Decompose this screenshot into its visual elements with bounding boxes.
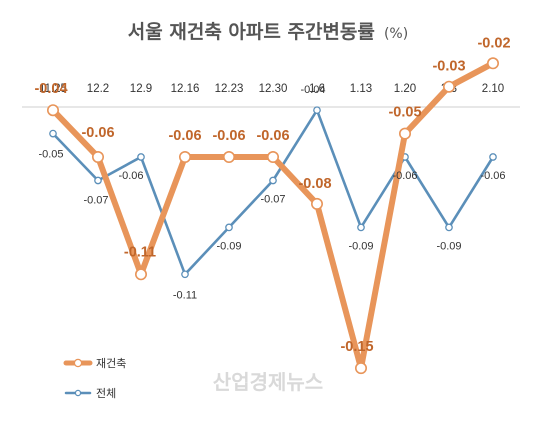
data-label-reconstruction: -0.02 (477, 35, 510, 51)
data-point (445, 223, 453, 232)
data-label-total: -0.07 (83, 195, 108, 207)
data-label-reconstruction: -0.06 (212, 128, 245, 144)
data-label-reconstruction: -0.04 (34, 81, 67, 97)
x-axis-ticks: 11.25 12.2 12.9 12.16 12.23 12.30 1.6 1.13 1.20 2… (39, 83, 504, 95)
data-point (92, 151, 105, 164)
data-point (137, 153, 145, 161)
data-label-reconstruction: -0.06 (81, 125, 114, 141)
data-label-total: -0.11 (173, 289, 197, 301)
data-label-total: -0.06 (392, 170, 417, 182)
data-label-total: -0.09 (348, 240, 373, 252)
data-point (398, 127, 411, 140)
series-line-reconstruction (50, 60, 496, 372)
x-tick-label: 12.23 (215, 83, 244, 95)
x-tick-label: 1.20 (394, 83, 416, 95)
x-tick-label: 11.25 (39, 83, 67, 95)
data-label-reconstruction: -0.11 (124, 244, 156, 260)
legend-swatch-marker (73, 358, 83, 368)
x-tick-label: 12.30 (259, 83, 288, 95)
data-label-reconstruction: -0.08 (298, 176, 331, 192)
data-point (442, 80, 455, 93)
data-label-reconstruction: -0.03 (432, 59, 465, 75)
data-label-total: -0.05 (38, 149, 63, 161)
series-layer (46, 57, 499, 375)
data-label-reconstruction: -0.05 (388, 105, 421, 121)
x-tick-label: 12.9 (130, 83, 152, 95)
data-point (223, 151, 236, 164)
watermark-text: 산업경제뉴스 (213, 370, 323, 394)
data-point (489, 153, 497, 161)
legend-label: 전체 (96, 387, 116, 400)
data-point (310, 197, 323, 210)
x-tick-label: 1.6 (309, 83, 325, 95)
data-label-total: -0.04 (300, 84, 325, 96)
data-labels: -0.04 -0.06 -0.11 -0.06 -0.06 -0.06 -0.08 -0.15… (34, 35, 510, 355)
data-label-total: -0.09 (216, 240, 241, 252)
data-label-total: -0.09 (436, 240, 461, 252)
series-reconstruction (46, 57, 499, 375)
data-point (266, 151, 279, 164)
series-total (49, 106, 497, 279)
x-tick-label: 12.16 (171, 83, 200, 95)
chart-title: 서울 재건축 아파트 주간변동률 (%) (128, 21, 408, 43)
x-tick-label: 1.13 (350, 83, 372, 95)
legend-swatch-marker (74, 389, 82, 397)
data-point (313, 106, 321, 115)
data-point (94, 176, 102, 185)
data-label-reconstruction: -0.06 (168, 128, 201, 144)
data-point (46, 104, 59, 117)
data-point (49, 129, 57, 138)
legend-label: 재건축 (96, 357, 126, 370)
data-label-total: -0.07 (260, 194, 285, 206)
data-label-reconstruction: -0.15 (340, 339, 373, 355)
data-point (354, 362, 367, 375)
data-label-reconstruction: -0.06 (256, 128, 289, 144)
data-point (269, 176, 277, 185)
data-point (181, 270, 189, 279)
data-point (225, 223, 233, 232)
data-label-total: -0.06 (118, 170, 143, 182)
chart-title-main: 서울 재건축 아파트 주간변동률 (128, 21, 375, 43)
data-point (357, 223, 365, 232)
data-point (135, 268, 148, 281)
x-tick-label: 2.10 (482, 83, 504, 95)
data-point (179, 151, 192, 164)
x-tick-label: 12.2 (87, 83, 109, 95)
chart-title-unit: (%) (384, 26, 408, 42)
data-label-total: -0.06 (480, 170, 505, 182)
data-point (486, 57, 499, 70)
